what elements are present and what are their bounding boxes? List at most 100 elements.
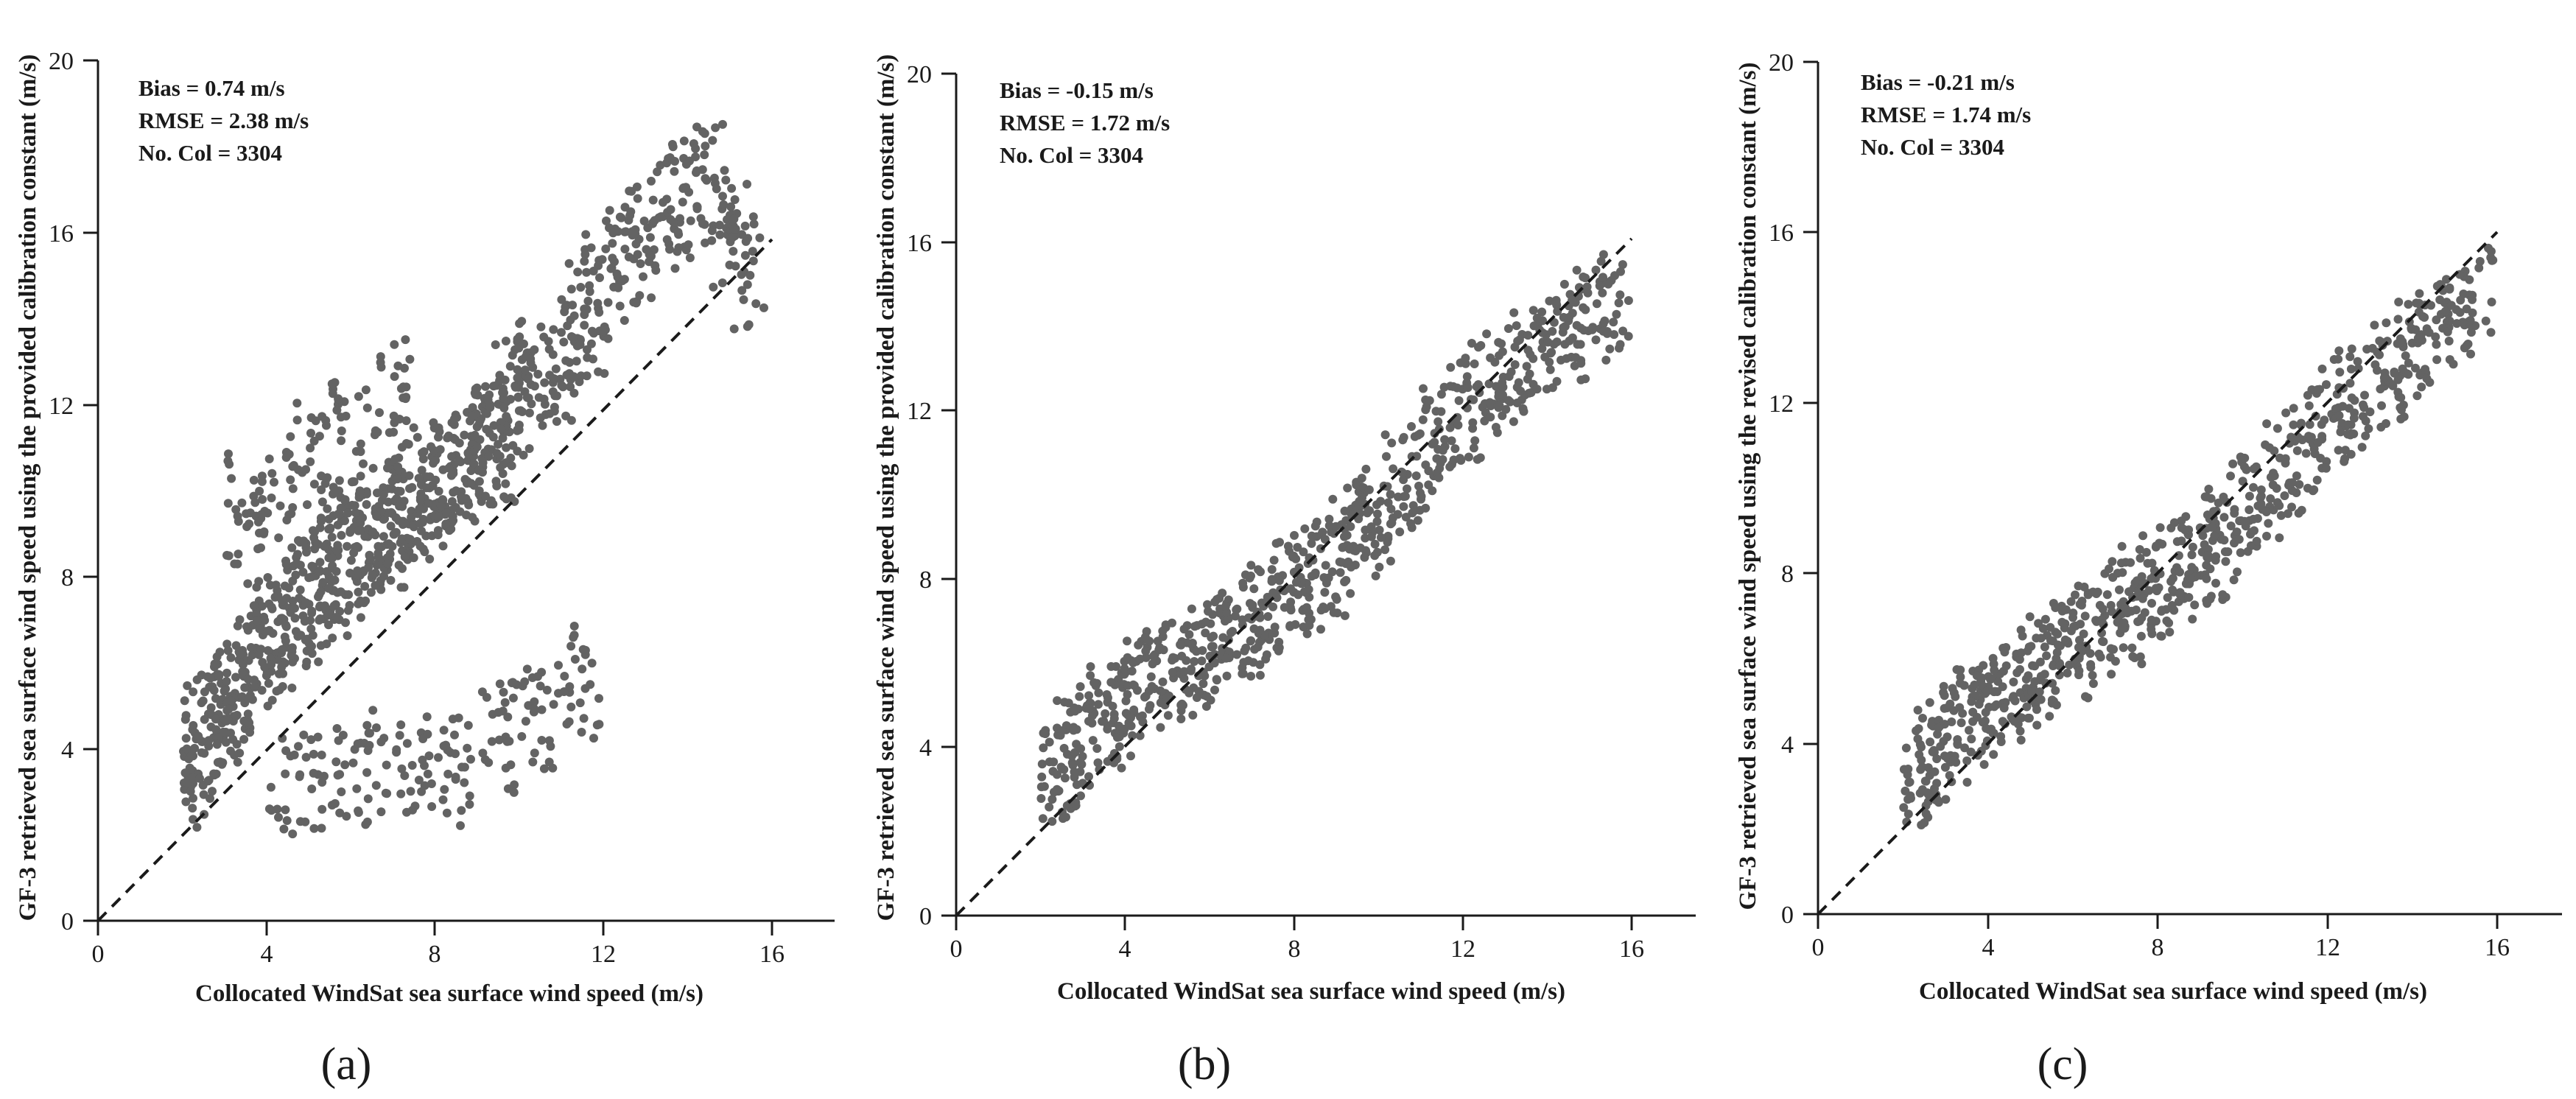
scatter-point [274,812,283,822]
scatter-point [250,498,260,508]
scatter-point [400,552,410,561]
scatter-point [288,484,298,494]
x-ticks-b [955,916,1633,930]
scatter-point [335,770,345,779]
scatter-point [1179,667,1189,676]
scatter-point [2245,505,2254,514]
x-tick-label: 8 [1288,935,1301,963]
scatter-point [1248,600,1257,610]
scatter-point [1509,417,1518,426]
scatter-point [1604,279,1613,289]
scatter-point [1421,503,1431,513]
scatter-point [1222,671,1232,681]
scatter-point [281,805,290,815]
scatter-point [2106,653,2115,662]
scatter-point [307,606,317,616]
scatter-point [569,372,578,382]
scatter-point [1320,604,1330,614]
scatter-point [223,499,233,508]
scatter-point [189,793,197,803]
scatter-point [195,773,204,783]
scatter-point [1346,589,1355,598]
scatter-point [395,415,404,424]
scatter-point [2071,590,2080,600]
scatter-point [309,824,319,833]
scatter-point [2404,300,2413,309]
scatter-point [1221,653,1231,663]
scatter-point [1218,589,1227,598]
scatter-point [1380,545,1390,555]
scatter-point [2234,535,2244,544]
scatter-point [2119,643,2128,653]
scatter-point [2085,649,2095,659]
scatter-point [743,180,751,189]
scatter-point [2396,338,2405,348]
scatter-point [1089,678,1099,687]
bias-text: Bias = -0.15 m/s [1000,77,1154,103]
scatter-point [748,212,758,222]
scatter-point [1341,575,1351,585]
scatter-point [1274,645,1283,654]
scatter-point [2232,527,2242,537]
scatter-point [1418,415,1428,424]
scatter-point [569,388,579,398]
scatter-point [1473,454,1482,464]
scatter-point [549,373,558,383]
scatter-point [331,600,340,609]
scatter-point [2147,574,2156,583]
scatter-point [1210,597,1220,607]
scatter-point [2219,513,2229,522]
axis-frame-b [955,74,1696,917]
scatter-point [1942,703,1951,713]
scatter-point [267,494,276,502]
scatter-point [1312,517,1322,527]
scatter-point [345,569,354,577]
scatter-point [323,473,332,482]
scatter-point [355,486,365,496]
scatter-point [748,256,758,266]
scatter-point [2118,568,2127,577]
scatter-point [1070,768,1079,776]
y-axis-title-c: GF-3 retrieved sea surface wind speed us… [1735,63,1761,910]
scatter-point [434,753,443,762]
scatter-point [2466,349,2475,359]
scatter-point [1947,717,1956,726]
scatter-point [1993,677,2003,687]
scatter-point [568,333,578,343]
y-tick-label: 16 [49,220,74,247]
scatter-point [1084,704,1094,714]
scatter-point [1510,360,1520,369]
scatter-point [328,561,337,570]
scatter-point [496,418,505,427]
scatter-point [264,678,273,688]
scatter-point [1395,527,1405,537]
scatter-point [1421,460,1431,470]
scatter-point [2346,449,2356,459]
scatter-point [2313,385,2323,394]
scatter-point [576,283,586,292]
scatter-point [224,704,234,714]
scatter-point [393,462,403,471]
scatter-point [2393,315,2403,324]
scatter-point [1129,680,1138,689]
scatter-point [684,240,693,250]
scatter-point [2266,494,2275,503]
scatter-point [189,815,197,824]
scatter-point [1071,801,1081,810]
scatter-point [2445,316,2454,326]
scatter-point [454,713,463,723]
scatter-point [2364,424,2373,433]
scatter-point [1267,577,1277,586]
scatter-point [452,486,460,496]
scatter-point [2042,651,2052,661]
scatter-point [2462,304,2471,314]
scatter-point [398,563,407,573]
scatter-point [1093,758,1103,768]
scatter-point [1375,525,1384,535]
scatter-point [245,728,255,737]
scatter-point [507,461,516,471]
scatter-point [751,299,761,309]
scatter-point [1053,770,1061,779]
scatter-point [500,698,510,707]
scatter-point [2354,364,2363,373]
